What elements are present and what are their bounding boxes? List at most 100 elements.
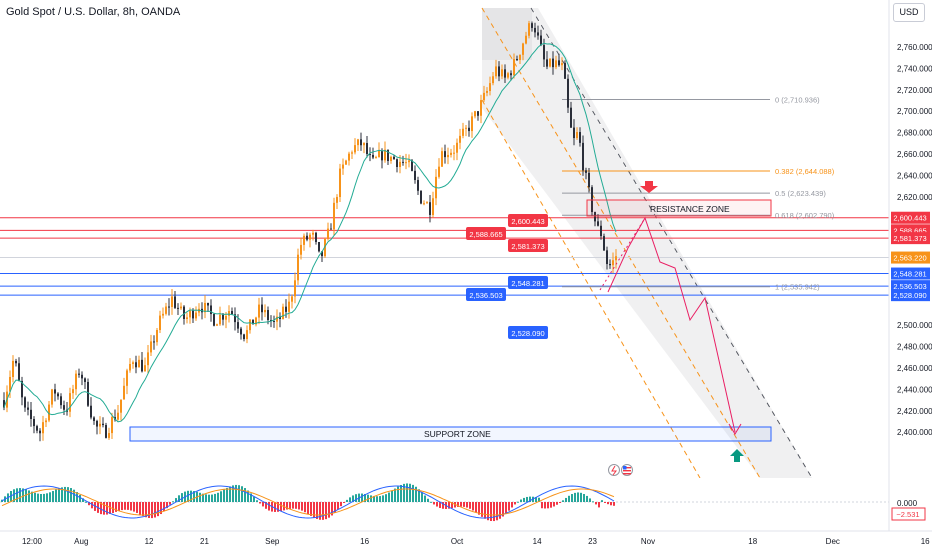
time-tick-label: Dec bbox=[826, 537, 840, 546]
oscillator-bar bbox=[52, 491, 54, 502]
oscillator-bar bbox=[478, 502, 480, 515]
horizontal-levels[interactable] bbox=[0, 217, 889, 296]
oscillator-bar bbox=[511, 502, 513, 508]
oscillator-bar bbox=[49, 492, 51, 502]
candle-body bbox=[327, 228, 329, 239]
oscillator-bar bbox=[292, 502, 294, 509]
candle-body bbox=[354, 145, 356, 153]
oscillator-bar bbox=[193, 491, 195, 502]
candle-body bbox=[111, 417, 113, 434]
oscillator-bar bbox=[226, 487, 228, 502]
oscillator-bar bbox=[391, 490, 393, 502]
oscillator-bar bbox=[10, 491, 12, 502]
currency-button[interactable]: USD bbox=[893, 3, 925, 22]
candle-body bbox=[432, 198, 434, 215]
candle-body bbox=[330, 228, 332, 230]
candle-body bbox=[585, 170, 587, 173]
oscillator-bar bbox=[418, 489, 420, 502]
oscillator-bar bbox=[16, 488, 18, 502]
time-axis[interactable]: 12:00Aug1221Sep16Oct1423Nov18Dec162025 bbox=[0, 530, 932, 546]
oscillator-bar bbox=[442, 502, 444, 509]
oscillator-bar bbox=[349, 497, 351, 502]
oscillator-bar bbox=[526, 496, 528, 502]
oscillator-bar bbox=[514, 502, 516, 505]
level-chip bbox=[508, 276, 548, 289]
candle-body bbox=[18, 363, 20, 381]
oscillator-bar bbox=[55, 489, 57, 502]
oscillator-bar bbox=[235, 484, 237, 502]
fib-retracement[interactable]: 0 (2,710.936) 0.382 (2,644.088) 0.5 (2,623… bbox=[562, 95, 835, 292]
candle-body bbox=[192, 310, 194, 319]
arrow-down-icon bbox=[640, 181, 658, 193]
candle-body bbox=[603, 236, 605, 251]
oscillator-bar bbox=[613, 502, 615, 506]
candle-body bbox=[153, 341, 155, 343]
resistance-zone-box bbox=[586, 199, 772, 217]
candle-body bbox=[315, 232, 317, 242]
projection-path[interactable] bbox=[599, 216, 742, 435]
level-chip bbox=[466, 288, 506, 301]
symbol-title[interactable]: Gold Spot / U.S. Dollar, 8h, OANDA bbox=[6, 6, 181, 18]
oscillator-bar bbox=[412, 484, 414, 502]
candle-body bbox=[54, 389, 56, 394]
candle-body bbox=[567, 78, 569, 108]
candle-body bbox=[306, 235, 308, 240]
candle-body bbox=[264, 309, 266, 313]
oscillator-bar bbox=[307, 502, 309, 515]
price-tick-label: 2,760.000 bbox=[897, 43, 932, 52]
oscillator-bar bbox=[535, 497, 537, 502]
oscillator-bar bbox=[382, 495, 384, 502]
candle-body bbox=[63, 405, 65, 410]
oscillator-bar bbox=[187, 490, 189, 502]
candle-body bbox=[576, 132, 578, 139]
oscillator-bar bbox=[553, 502, 555, 507]
zones[interactable]: RESISTANCE ZONE SUPPORT ZONE bbox=[129, 199, 772, 442]
price-tick-label: 2,680.000 bbox=[897, 129, 932, 138]
price-badge-label: 2,600.443 bbox=[893, 214, 926, 223]
channel-fill bbox=[482, 8, 812, 478]
oscillator-bar bbox=[259, 502, 261, 504]
event-icons[interactable] bbox=[608, 464, 633, 476]
candle-body bbox=[168, 306, 170, 308]
signal-arrows bbox=[640, 181, 744, 462]
oscillator-bar bbox=[472, 502, 474, 511]
oscillator-bar bbox=[22, 488, 24, 502]
candle-body bbox=[99, 423, 101, 427]
candle-body bbox=[159, 315, 161, 331]
oscillator-bar bbox=[67, 487, 69, 502]
candle-body bbox=[60, 396, 62, 406]
flash-icon bbox=[608, 464, 620, 476]
level-chip-label: 2,548.281 bbox=[511, 279, 544, 288]
oscillator-bar bbox=[466, 502, 468, 508]
candle-body bbox=[84, 378, 86, 382]
oscillator-bar bbox=[37, 493, 39, 502]
oscillator-bar bbox=[598, 502, 600, 508]
candle-body bbox=[258, 304, 260, 318]
oscillator-bar bbox=[490, 502, 492, 522]
price-tick-label: 2,400.000 bbox=[897, 428, 932, 437]
time-tick-label: Oct bbox=[451, 537, 464, 546]
candle-body bbox=[162, 313, 164, 316]
candle-body bbox=[288, 301, 290, 312]
price-tick-label: 2,500.000 bbox=[897, 321, 932, 330]
candle-body bbox=[252, 319, 254, 325]
candle-body bbox=[186, 317, 188, 320]
level-chip bbox=[466, 227, 506, 240]
candle-body bbox=[414, 170, 416, 181]
fib-level-label: 0.618 (2,602.790) bbox=[775, 211, 835, 220]
oscillator-zero-label: 0.000 bbox=[897, 499, 918, 508]
price-badge-label: 2,528.090 bbox=[893, 291, 926, 300]
oscillator-bar bbox=[517, 501, 519, 503]
price-axis[interactable]: 2,760.000 2,740.000 2,720.000 2,700.000 2,68… bbox=[888, 0, 932, 531]
oscillator-bar bbox=[415, 486, 417, 502]
price-badge bbox=[891, 289, 930, 302]
channel-middle-line bbox=[481, 7, 761, 478]
candle-body bbox=[519, 54, 521, 60]
moving-average-path bbox=[3, 42, 617, 423]
time-tick-label: Aug bbox=[74, 537, 88, 546]
candle-body bbox=[375, 157, 377, 159]
oscillator-bar bbox=[175, 498, 177, 502]
descending-channel[interactable] bbox=[481, 7, 813, 478]
oscillator-bar bbox=[310, 502, 312, 516]
